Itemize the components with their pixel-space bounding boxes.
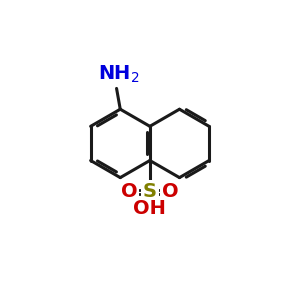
Text: NH$_2$: NH$_2$ [98, 64, 140, 85]
Text: O: O [162, 182, 179, 201]
Text: OH: OH [134, 199, 166, 218]
Text: S: S [143, 182, 157, 201]
Text: O: O [121, 182, 137, 201]
